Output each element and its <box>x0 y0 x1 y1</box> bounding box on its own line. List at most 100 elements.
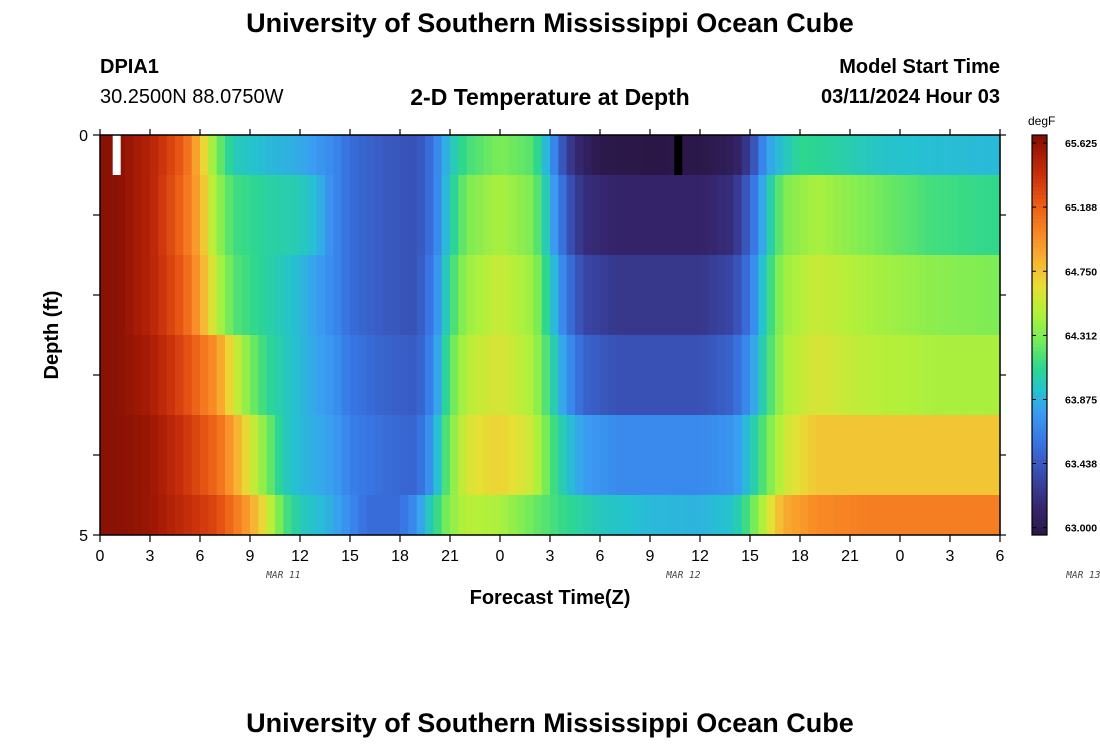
heatmap-cell-layer-5 <box>133 495 143 535</box>
heatmap-cell-layer-1 <box>650 175 659 255</box>
heatmap-cell-layer-3 <box>966 335 976 415</box>
heatmap-cell-layer-2 <box>250 255 259 335</box>
heatmap-cell-layer-4 <box>566 415 576 495</box>
heatmap-cell-layer-0 <box>441 135 451 175</box>
heatmap-cell-layer-5 <box>591 495 601 535</box>
heatmap-cell-layer-2 <box>908 255 918 335</box>
heatmap-cell-layer-5 <box>600 495 609 535</box>
heatmap-cell-layer-5 <box>125 495 134 535</box>
heatmap-cell-layer-3 <box>225 335 234 415</box>
heatmap-cell-layer-2 <box>266 255 276 335</box>
heatmap-cell-layer-0 <box>250 135 259 175</box>
heatmap-cell-layer-0 <box>158 135 168 175</box>
heatmap-cell-layer-2 <box>366 255 376 335</box>
heatmap-cell-layer-4 <box>758 415 768 495</box>
heatmap-cell-layer-0 <box>566 135 576 175</box>
heatmap-cell-layer-0 <box>775 135 784 175</box>
heatmap-cell-layer-0 <box>350 135 359 175</box>
x-tick-label: 0 <box>896 548 905 565</box>
heatmap-cell-layer-5 <box>958 495 968 535</box>
heatmap-cell-layer-3 <box>475 335 484 415</box>
heatmap-cell-layer-0 <box>850 135 859 175</box>
heatmap-cell-layer-5 <box>575 495 584 535</box>
heatmap-cell-layer-0 <box>525 135 534 175</box>
heatmap-cell-layer-5 <box>875 495 884 535</box>
colorbar-segment <box>1032 499 1047 504</box>
x-tick-label: 21 <box>441 548 459 565</box>
heatmap-cell-layer-1 <box>825 175 834 255</box>
heatmap-cell-layer-2 <box>808 255 818 335</box>
heatmap-cell-layer-4 <box>183 415 193 495</box>
heatmap-cell-layer-5 <box>283 495 293 535</box>
heatmap-cell-layer-0 <box>591 135 601 175</box>
heatmap-cell-layer-3 <box>191 335 201 415</box>
heatmap-cell-layer-2 <box>575 255 584 335</box>
heatmap-cell-layer-2 <box>500 255 509 335</box>
model-start-value: 03/11/2024 Hour 03 <box>820 86 1000 108</box>
heatmap-cell-layer-5 <box>158 495 168 535</box>
colorbar-segment <box>1032 491 1047 496</box>
heatmap-cell-layer-3 <box>716 335 726 415</box>
heatmap-cell-layer-2 <box>358 255 368 335</box>
heatmap-cell-layer-5 <box>441 495 451 535</box>
heatmap-cell-layer-4 <box>391 415 401 495</box>
colorbar-segment <box>1032 147 1047 152</box>
heatmap-cell-layer-1 <box>691 175 701 255</box>
heatmap-cell-layer-2 <box>925 255 934 335</box>
colorbar-tick-label: 65.625 <box>1065 138 1097 150</box>
heatmap-cell-layer-1 <box>458 175 468 255</box>
heatmap-cell-layer-3 <box>241 335 251 415</box>
heatmap-cell-layer-5 <box>300 495 309 535</box>
heatmap-cell-layer-4 <box>725 415 734 495</box>
heatmap-cell-layer-4 <box>466 415 476 495</box>
x-date-label: MAR 13 <box>1065 570 1100 581</box>
heatmap-cell-layer-2 <box>608 255 618 335</box>
x-tick-label: 0 <box>496 548 505 565</box>
heatmap-cell-layer-0 <box>375 135 384 175</box>
heatmap-cell-layer-2 <box>166 255 176 335</box>
heatmap-cell-layer-4 <box>500 415 509 495</box>
heatmap-cell-layer-4 <box>558 415 568 495</box>
heatmap-cell-layer-1 <box>608 175 618 255</box>
heatmap-cell-layer-5 <box>491 495 501 535</box>
heatmap-cell-layer-1 <box>291 175 301 255</box>
heatmap-cell-layer-2 <box>966 255 976 335</box>
heatmap-cell-layer-4 <box>600 415 609 495</box>
heatmap-cell-layer-4 <box>433 415 443 495</box>
heatmap-cell-layer-4 <box>475 415 484 495</box>
heatmap-cell-layer-4 <box>983 415 993 495</box>
heatmap-cell-layer-3 <box>733 335 743 415</box>
colorbar-segment <box>1032 443 1047 448</box>
heatmap-cell-layer-0 <box>725 135 734 175</box>
heatmap-cell-layer-1 <box>533 175 543 255</box>
heatmap-cell-layer-5 <box>358 495 368 535</box>
heatmap-cell-layer-5 <box>666 495 676 535</box>
colorbar-segment <box>1032 319 1047 324</box>
x-tick-label: 6 <box>596 548 605 565</box>
heatmap-cell-layer-0 <box>283 135 293 175</box>
heatmap-cell-layer-5 <box>508 495 518 535</box>
colorbar-segment <box>1032 279 1047 284</box>
colorbar-segment <box>1032 135 1047 140</box>
heatmap-cell-layer-3 <box>508 335 518 415</box>
x-tick-label: 6 <box>196 548 205 565</box>
heatmap-cell-layer-0 <box>683 135 693 175</box>
heatmap-cell-layer-4 <box>333 415 343 495</box>
heatmap-cell-layer-5 <box>525 495 534 535</box>
heatmap-cell-layer-4 <box>533 415 543 495</box>
heatmap-cell-layer-2 <box>683 255 693 335</box>
heatmap-cell-layer-5 <box>541 495 551 535</box>
heatmap-cell-layer-0 <box>983 135 993 175</box>
heatmap-cell-layer-4 <box>208 415 218 495</box>
colorbar-tick-label: 63.438 <box>1065 458 1097 470</box>
heatmap-cell-layer-3 <box>983 335 993 415</box>
colorbar-segment <box>1032 463 1047 468</box>
heatmap-cell-layer-4 <box>416 415 426 495</box>
heatmap-cell-layer-1 <box>125 175 134 255</box>
heatmap-cell-layer-2 <box>650 255 659 335</box>
heatmap-cell-layer-4 <box>316 415 326 495</box>
heatmap-cell-layer-5 <box>208 495 218 535</box>
heatmap-cell-layer-2 <box>100 255 109 335</box>
heatmap-cell-layer-2 <box>583 255 593 335</box>
colorbar-segment <box>1032 171 1047 176</box>
